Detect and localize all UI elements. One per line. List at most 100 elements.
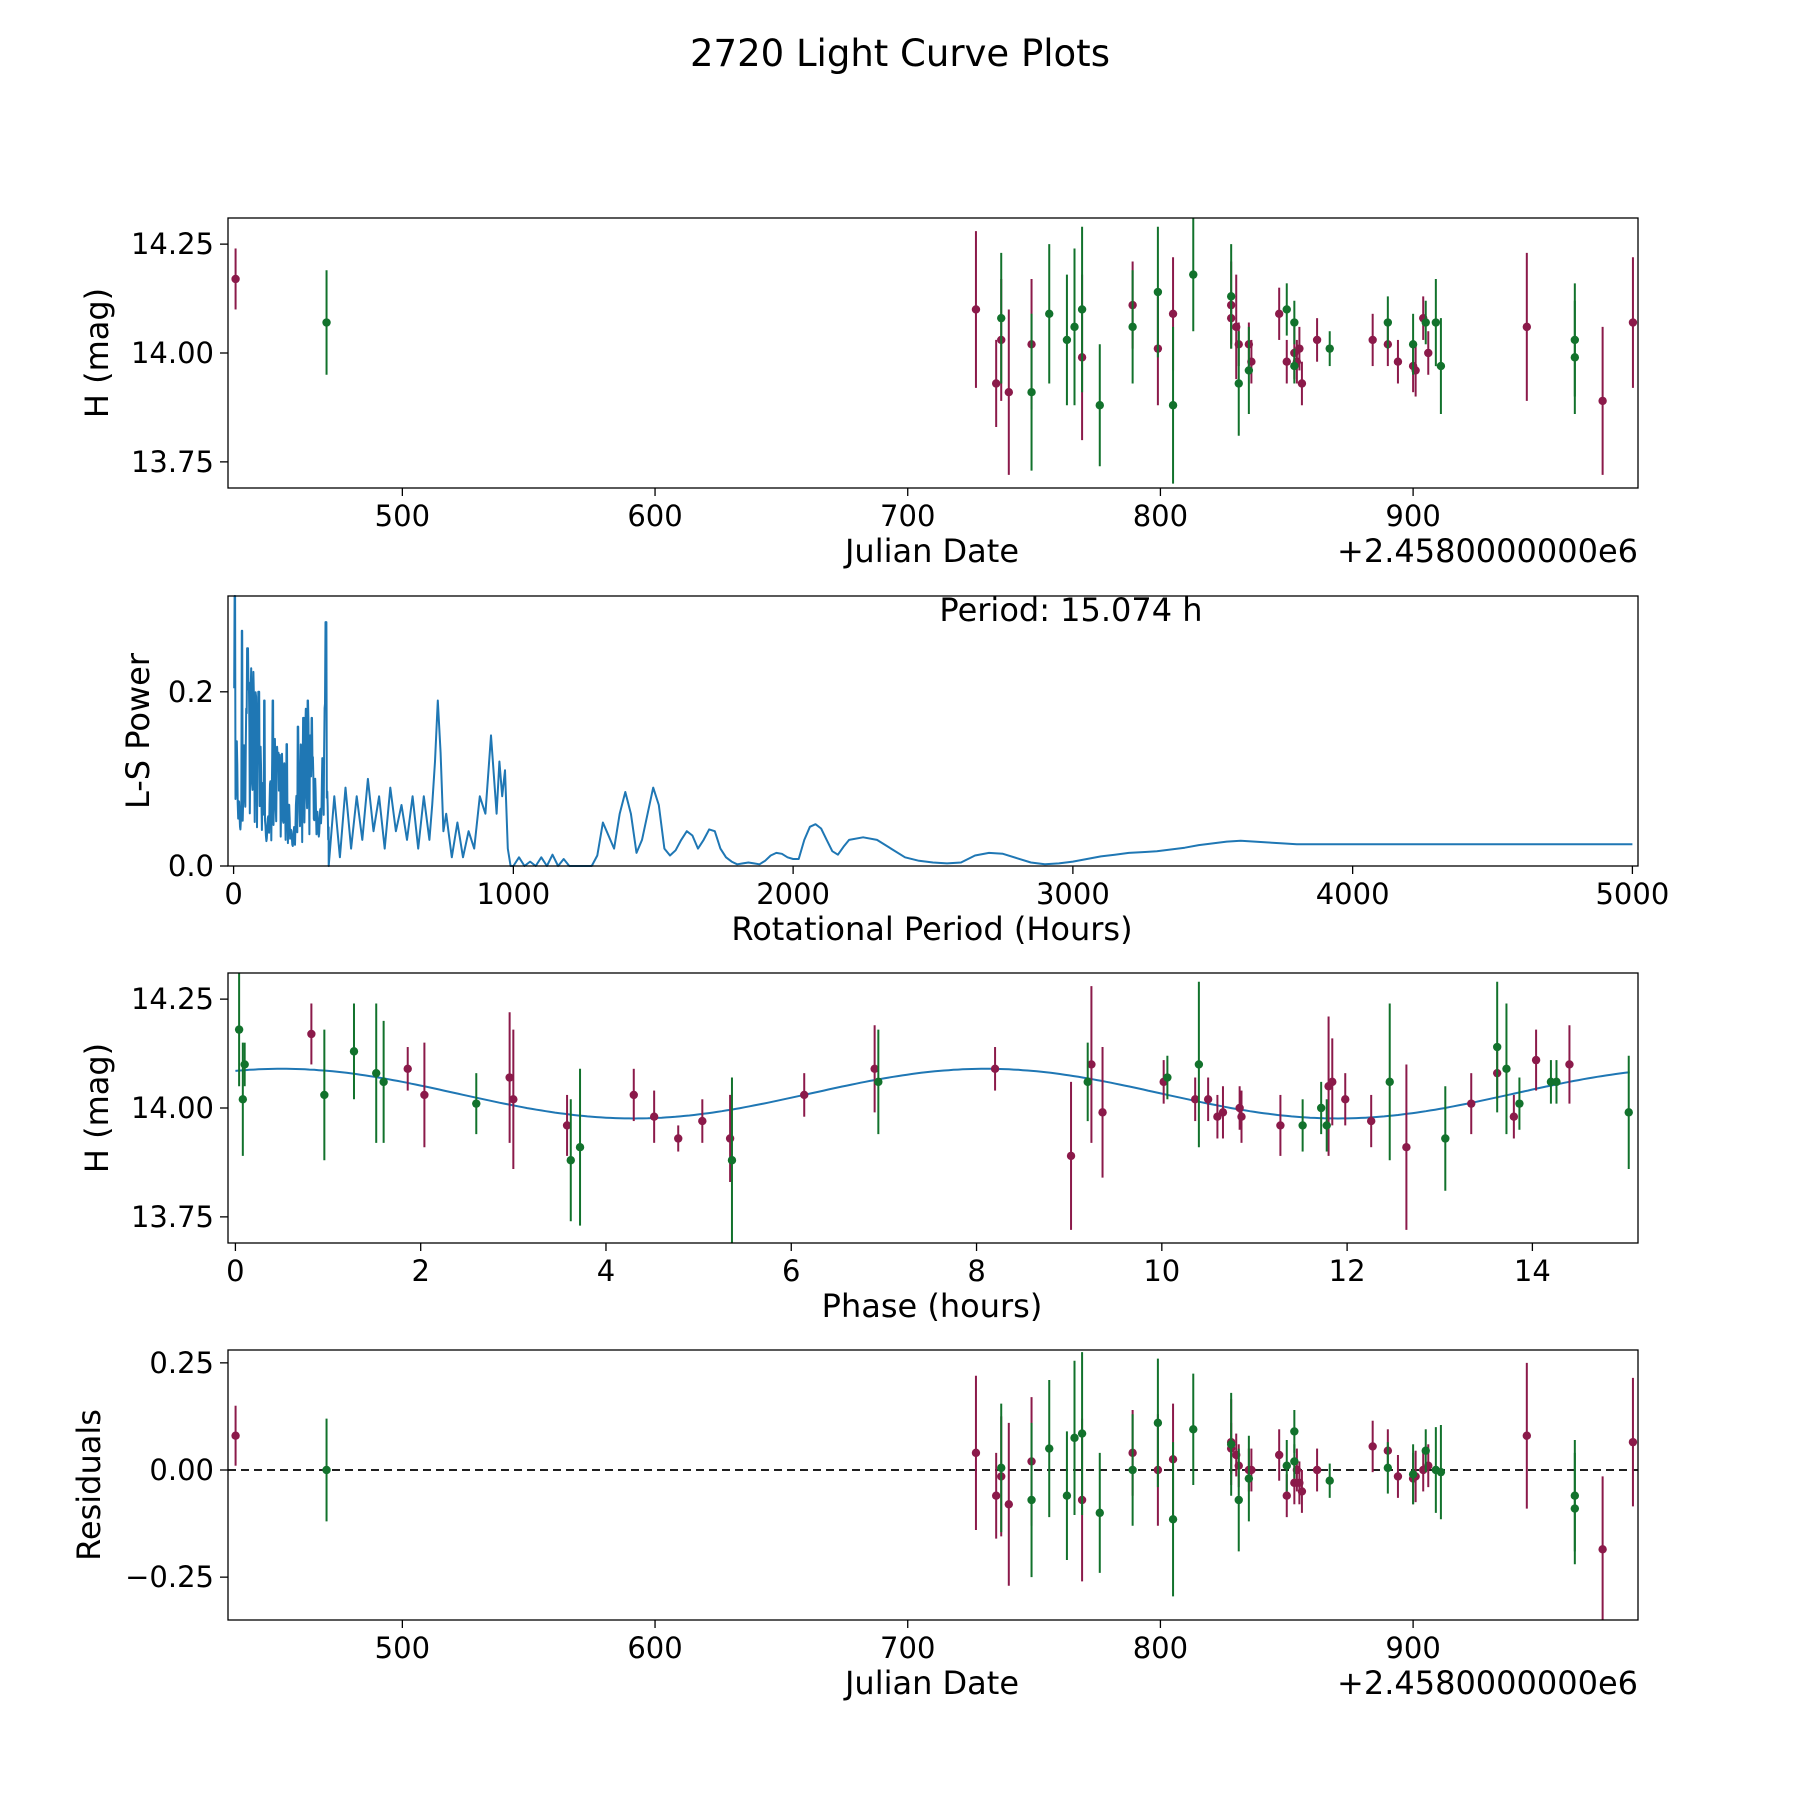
periodogram-frame bbox=[227, 595, 1639, 867]
phased-light-curve-point-red bbox=[800, 1090, 809, 1100]
phased-light-curve-point-red bbox=[698, 1116, 707, 1126]
periodogram-xtick-label: 4000 bbox=[1316, 877, 1390, 911]
phased-light-curve-point-red bbox=[1203, 1095, 1213, 1104]
residuals-point-green bbox=[1421, 1446, 1430, 1455]
phased-light-curve-point-red bbox=[1235, 1103, 1244, 1113]
light-curve-point-green bbox=[1383, 318, 1393, 327]
residuals-ytick-label: −0.25 bbox=[125, 1560, 214, 1594]
phased-light-curve-point-green bbox=[1194, 1060, 1204, 1069]
residuals-point-green bbox=[1408, 1470, 1418, 1479]
residuals-point-green bbox=[1045, 1444, 1054, 1453]
phased-light-curve-point-red bbox=[420, 1090, 429, 1100]
phased-light-curve-xtick-label: 4 bbox=[597, 1254, 615, 1288]
residuals-point-red bbox=[1393, 1472, 1403, 1481]
periodogram-xtick-label: 0 bbox=[224, 877, 242, 911]
residuals-point-red bbox=[231, 1431, 240, 1440]
light-curve-ytick-label: 14.25 bbox=[131, 227, 214, 261]
phased-light-curve-point-red bbox=[1087, 1060, 1096, 1069]
residuals-point-green bbox=[1234, 1495, 1243, 1505]
phased-light-curve-point-green bbox=[238, 1095, 248, 1104]
phased-light-curve-point-red bbox=[562, 1121, 572, 1130]
residuals-xtick-label: 600 bbox=[627, 1631, 682, 1665]
periodogram-ytick-label: 0.2 bbox=[168, 675, 214, 709]
phased-light-curve-point-green bbox=[379, 1077, 388, 1087]
residuals-point-red bbox=[1297, 1487, 1307, 1496]
residuals-point-green bbox=[1189, 1425, 1198, 1434]
phased-light-curve-panel: 0 2 4 6 8 10 12 14 13.75 14.00 14.25 Phase (hours)… bbox=[78, 972, 1639, 1325]
residuals-point-green bbox=[1570, 1504, 1580, 1513]
residuals-point-green bbox=[1226, 1440, 1236, 1449]
phased-light-curve-point-green bbox=[874, 1077, 883, 1087]
residuals-point-red bbox=[1274, 1450, 1284, 1460]
light-curve-point-green bbox=[1234, 379, 1243, 388]
light-curve-point-green bbox=[1077, 305, 1087, 314]
periodogram-panel: 0 1000 2000 3000 4000 5000 0.0 0.2 Period: 15.0… bbox=[119, 591, 1669, 948]
light-curve-point-green bbox=[1244, 366, 1254, 375]
light-curve-point-red bbox=[231, 274, 240, 284]
phased-light-curve-point-green bbox=[1163, 1073, 1172, 1082]
light-curve-point-green bbox=[1436, 361, 1446, 371]
residuals-point-green bbox=[1062, 1491, 1072, 1500]
residuals-point-green bbox=[1325, 1476, 1334, 1485]
residuals-point-green bbox=[1290, 1457, 1299, 1466]
residuals-point-red bbox=[1004, 1500, 1014, 1509]
residuals-xtick-label: 700 bbox=[880, 1631, 935, 1665]
residuals-frame bbox=[227, 1349, 1639, 1621]
light-curve-point-green bbox=[1062, 335, 1072, 345]
phased-light-curve-ytick-label: 14.25 bbox=[131, 982, 214, 1016]
phased-light-curve-point-green bbox=[727, 1156, 737, 1165]
phased-light-curve-point-red bbox=[1467, 1099, 1476, 1108]
phased-light-curve-point-green bbox=[372, 1068, 381, 1078]
light-curve-point-green bbox=[1290, 361, 1299, 371]
residuals-point-green bbox=[1282, 1461, 1291, 1470]
phased-light-curve-point-red bbox=[307, 1029, 316, 1039]
periodogram-xtick-label: 5000 bbox=[1595, 877, 1669, 911]
residuals-ytick-label: 0.25 bbox=[149, 1346, 214, 1380]
light-curve-point-red bbox=[1295, 344, 1304, 353]
phased-light-curve-xtick-label: 14 bbox=[1514, 1254, 1551, 1288]
phased-light-curve-point-green bbox=[472, 1099, 481, 1108]
residuals-xtick-label: 900 bbox=[1385, 1631, 1440, 1665]
residuals-point-red bbox=[971, 1448, 981, 1458]
phased-light-curve-point-green bbox=[1441, 1134, 1450, 1143]
residuals-point-green bbox=[1290, 1427, 1299, 1436]
residuals-point-red bbox=[991, 1491, 1001, 1500]
periodogram-xtick-label: 3000 bbox=[1036, 877, 1110, 911]
phased-light-curve-xtick-label: 2 bbox=[411, 1254, 429, 1288]
phased-light-curve-ytick-label: 13.75 bbox=[131, 1200, 214, 1234]
phased-light-curve-point-green bbox=[1385, 1077, 1394, 1087]
phased-light-curve-point-green bbox=[240, 1060, 249, 1069]
phased-light-curve-point-red bbox=[990, 1064, 1000, 1074]
light-curve-point-green bbox=[1325, 344, 1334, 353]
light-curve-point-green bbox=[1421, 318, 1430, 327]
phased-light-curve-point-red bbox=[870, 1064, 879, 1074]
phased-light-curve-xlabel: Phase (hours) bbox=[822, 1287, 1043, 1325]
light-curve-point-green bbox=[1226, 292, 1236, 301]
residuals-point-green bbox=[1077, 1429, 1087, 1438]
periodogram-xlabel: Rotational Period (Hours) bbox=[731, 910, 1132, 948]
residuals-point-green bbox=[1027, 1495, 1036, 1505]
phased-light-curve-point-red bbox=[725, 1134, 735, 1143]
phased-light-curve-point-red bbox=[1509, 1112, 1519, 1121]
light-curve-point-red bbox=[1598, 396, 1607, 406]
phased-light-curve-point-red bbox=[1565, 1060, 1574, 1069]
phased-light-curve-ytick-label: 14.00 bbox=[131, 1091, 214, 1125]
periodogram-annotation: Period: 15.074 h bbox=[939, 591, 1202, 629]
phased-light-curve-point-red bbox=[1366, 1116, 1376, 1126]
light-curve-point-red bbox=[1274, 309, 1284, 319]
residuals-panel: 500 600 700 800 900 −0.25 0.00 0.25 Julian Date… bbox=[70, 1346, 1639, 1702]
light-curve-point-green bbox=[1408, 340, 1418, 349]
light-curve-point-red bbox=[1393, 357, 1403, 366]
phased-light-curve-point-red bbox=[1098, 1108, 1107, 1117]
phased-light-curve-point-green bbox=[1083, 1077, 1092, 1087]
residuals-ytick-label: 0.00 bbox=[149, 1453, 214, 1487]
phased-light-curve-point-red bbox=[509, 1095, 518, 1104]
light-curve-point-green bbox=[1189, 270, 1198, 279]
light-curve-point-red bbox=[1168, 309, 1178, 319]
phased-light-curve-point-green bbox=[1515, 1099, 1524, 1108]
phased-light-curve-point-green bbox=[234, 1025, 244, 1034]
light-curve-point-red bbox=[1522, 322, 1532, 332]
light-curve-point-green bbox=[1168, 401, 1178, 410]
light-curve-point-green bbox=[1128, 322, 1137, 332]
light-curve-point-green bbox=[997, 313, 1006, 323]
